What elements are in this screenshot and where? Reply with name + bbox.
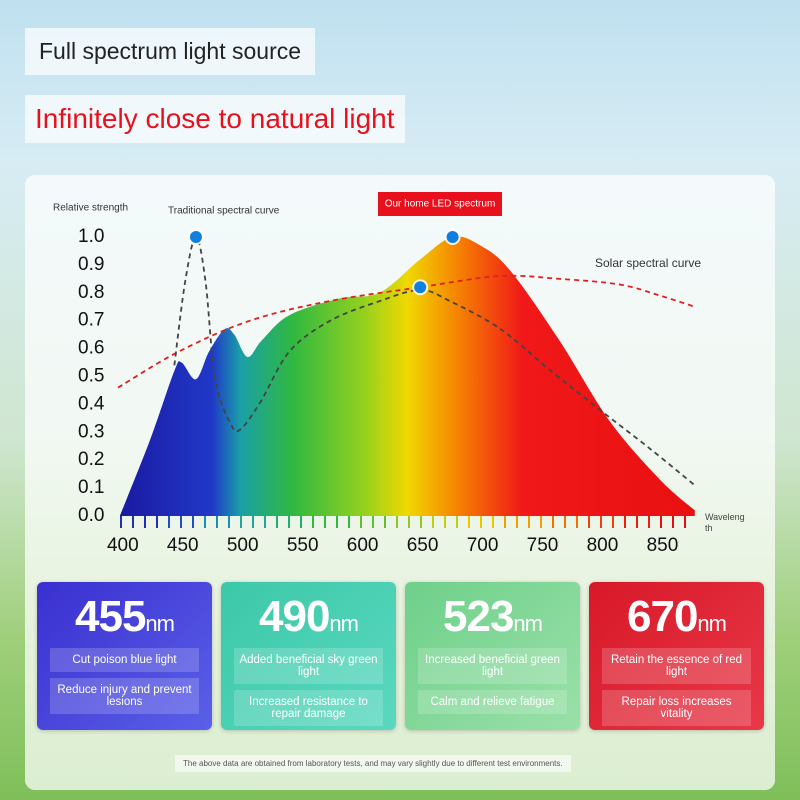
card-number: 490 [259,592,330,641]
x-tick-label: 850 [647,535,679,556]
subtitle: Infinitely close to natural light [25,95,405,143]
footnote: The above data are obtained from laborat… [175,755,571,772]
y-tick-label: 1.0 [78,226,104,247]
card-number: 455 [75,592,146,641]
peak-dot [446,231,459,243]
card-line: Increased resistance to repair damage [234,690,383,726]
spectrum-area [119,236,695,516]
y-tick-label: 0.4 [78,393,105,414]
title: Full spectrum light source [25,28,316,75]
y-tick-label: 0.3 [78,421,104,442]
card: 490nm Added beneficial sky green light I… [221,582,396,730]
x-tick-label: 650 [407,535,439,556]
x-tick-label: 550 [287,535,319,556]
card-line: Added beneficial sky green light [234,648,383,684]
card-number: 670 [627,592,698,641]
series-label: Traditional spectral curve [168,206,280,217]
series-label: Our home LED spectrum [385,199,496,210]
y-tick-label: 0.1 [78,477,104,498]
y-tick-label: 0.5 [78,366,104,387]
x-axis-label: Wavelength [705,512,745,533]
x-tick-label: 800 [587,535,619,556]
card-unit: nm [145,611,175,636]
y-tick-label: 0.8 [78,282,104,303]
card: 670nm Retain the essence of red light Re… [589,582,764,730]
series-label: Solar spectral curve [595,256,701,270]
y-tick-label: 0.2 [78,449,104,470]
card-line: Retain the essence of red light [602,648,751,684]
legend-box [378,192,502,216]
x-tick-label: 450 [167,535,199,556]
card-number: 523 [443,592,514,641]
series-line [117,274,696,389]
card-value: 670nm [589,592,764,642]
y-tick-label: 0.9 [78,254,104,275]
card: 455nm Cut poison blue light Reduce injur… [37,582,212,730]
peak-dot [189,231,202,243]
card-line: Repair loss increases vitality [602,690,751,726]
card-line: Increased beneficial green light [418,648,567,684]
y-axis-label: Relative strength [53,203,128,214]
card-unit: nm [329,611,359,636]
card-value: 455nm [37,592,212,642]
x-tick-label: 600 [347,535,379,556]
series-line [173,236,696,487]
x-tick-label: 700 [467,535,499,556]
x-tick-label: 500 [227,535,259,556]
peak-dot [414,281,427,294]
y-tick-label: 0.0 [78,505,104,526]
card-value: 523nm [405,592,580,642]
y-tick-label: 0.7 [78,310,104,331]
card-line: Calm and relieve fatigue [418,690,567,714]
x-tick-label: 400 [107,535,139,556]
card: 523nm Increased beneficial green light C… [405,582,580,730]
y-tick-label: 0.6 [78,338,104,359]
card-line: Reduce injury and prevent lesions [50,678,199,714]
x-tick-label: 750 [527,535,559,556]
card-value: 490nm [221,592,396,642]
card-unit: nm [513,611,543,636]
card-line: Cut poison blue light [50,648,199,672]
card-unit: nm [697,611,727,636]
